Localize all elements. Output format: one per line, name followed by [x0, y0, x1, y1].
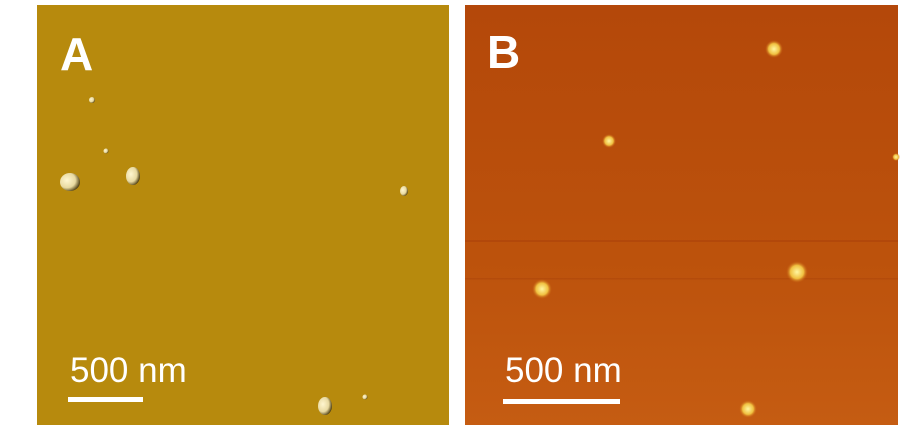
particle — [362, 394, 368, 400]
particle — [532, 279, 552, 299]
scale-bar-label: 500 nm — [70, 351, 187, 390]
scan-line — [465, 278, 898, 280]
afm-image-b — [465, 5, 898, 425]
panel-b: B 500 nm — [465, 5, 900, 425]
particle — [318, 397, 332, 415]
particle — [126, 167, 140, 185]
particle — [739, 400, 757, 418]
panel-a: A 500 nm — [37, 5, 449, 425]
particle — [89, 97, 95, 103]
particle — [892, 153, 900, 161]
scan-line — [465, 240, 898, 242]
particle — [602, 134, 616, 148]
particle — [103, 148, 109, 154]
panel-label: A — [60, 28, 93, 80]
scale-bar — [68, 397, 143, 402]
scale-bar-label: 500 nm — [505, 351, 622, 390]
particle — [765, 40, 783, 58]
particle — [60, 173, 80, 191]
scale-bar — [503, 399, 620, 404]
afm-image-a — [37, 5, 449, 425]
particle — [786, 261, 808, 283]
particle — [400, 186, 408, 196]
panel-label: B — [487, 26, 520, 78]
